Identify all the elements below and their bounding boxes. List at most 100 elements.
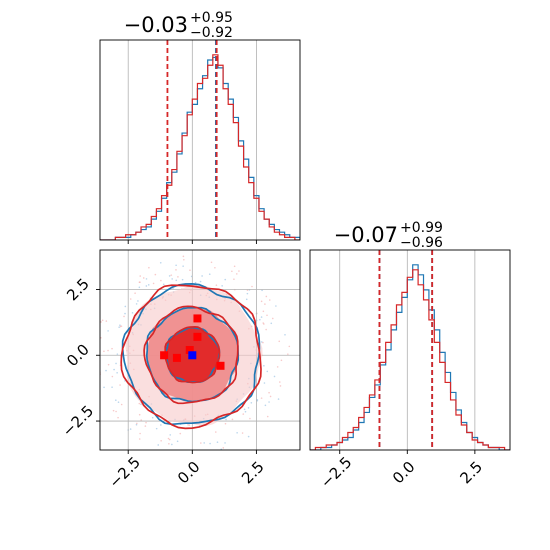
marker-red [193,314,202,323]
scatter-point [280,359,283,362]
scatter-point [262,322,264,324]
scatter-point [263,382,266,384]
scatter-point [145,285,148,287]
scatter-point [263,364,265,367]
x-tick-label: 0.0 [389,458,419,488]
contour-frame [99,249,301,451]
scatter-point [137,300,139,302]
scatter-point [208,273,211,276]
scatter-point [224,422,227,425]
scatter-point [148,266,150,269]
scatter-point [242,413,245,415]
scatter-point [261,289,263,292]
scatter-point [176,440,179,443]
scatter-point [155,427,158,430]
scatter-point [288,345,291,348]
scatter-point [103,386,105,389]
scatter-point [266,415,269,418]
scatter-point [145,421,147,424]
panel-title-value: −0.03 [124,13,188,37]
scatter-point [268,299,271,301]
scatter-point [216,441,219,443]
marker-red [185,346,194,354]
scatter-point [107,363,110,366]
scatter-point [260,341,263,343]
scatter-point [269,395,272,398]
scatter-point [268,401,270,403]
scatter-point [154,273,157,276]
contour-line-red-1 [143,305,239,405]
scatter-point [245,298,248,301]
x-tick-label: −2.5 [317,453,355,491]
scatter-point [266,370,269,373]
scatter-point [147,284,150,286]
scatter-point [117,416,119,419]
y-tick-label: 0.0 [63,340,93,370]
scatter-point [233,265,236,268]
y-tick-label: 2.5 [63,275,93,305]
scatter-point [188,424,191,426]
scatter-point [139,281,141,284]
scatter-point [265,295,268,298]
scatter-point [113,368,115,371]
scatter-point [160,424,162,426]
scatter-point [123,315,125,318]
scatter-point [221,285,223,287]
scatter-point [135,422,138,425]
scatter-point [135,423,138,426]
scatter-point [151,416,154,419]
scatter-point [100,321,102,323]
marker-red [160,351,169,360]
scatter-point [124,312,126,315]
scatter-point [284,334,286,336]
scatter-point [115,410,117,413]
scatter-point [187,424,189,426]
scatter-point [107,349,109,352]
scatter-point [160,439,162,442]
scatter-point [277,398,280,400]
plot-area [310,250,510,450]
scatter-point [119,324,121,327]
contour-line-red-2 [120,284,262,430]
scatter-point [169,434,172,436]
scatter-point [103,350,105,353]
scatter-point [256,399,259,402]
scatter-point [264,303,266,305]
scatter-point [152,282,155,285]
scatter-point [224,278,227,281]
scatter-point [222,447,225,449]
scatter-point [139,432,141,435]
scatter-point [111,375,114,378]
scatter-point [271,317,274,320]
scatter-point [116,372,118,374]
scatter-point [199,280,202,283]
scatter-point [168,438,171,441]
scatter-point [182,255,185,258]
scatter-point [175,269,177,271]
scatter-point [238,270,240,272]
scatter-point [251,285,253,288]
scatter-point [278,381,281,383]
scatter-point [273,375,276,378]
scatter-point [266,314,268,317]
scatter-point [246,292,249,295]
scatter-point [129,428,132,430]
panel-title-value: −0.07 [334,223,398,247]
scatter-point [115,399,117,402]
scatter-point [275,305,277,307]
scatter-point [177,276,179,278]
scatter-point [170,274,173,276]
scatter-point [138,438,141,440]
contour-line-blue-1 [145,306,240,403]
scatter-point [214,266,216,269]
panel-title-minus: −0.92 [190,25,233,41]
marker-red [216,361,225,370]
histogram-frame [99,39,301,241]
scatter-point [181,278,184,281]
scatter-point [124,305,127,308]
scatter-point [243,408,246,411]
histogram-series-1 [310,269,510,450]
plot-area [100,40,300,240]
scatter-point [138,286,141,289]
